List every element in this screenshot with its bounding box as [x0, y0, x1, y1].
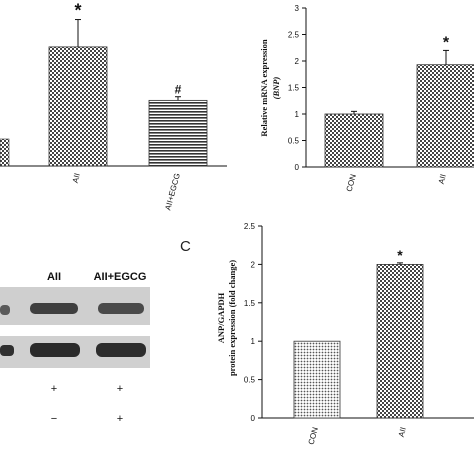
y-tick-label: 0.5: [288, 137, 300, 146]
treatment-sign: +: [117, 413, 123, 425]
significance-marker: *: [443, 34, 450, 51]
y-tick-label: 0.5: [244, 376, 256, 385]
y-tick-label: 1: [295, 110, 300, 119]
y-tick-label: 2.5: [288, 31, 300, 40]
panel-label-c: C: [180, 238, 191, 255]
treatment-sign: +: [117, 383, 123, 395]
significance-marker: *: [74, 1, 81, 21]
chart-panel-c: C 0 0.5 1 1.5 2 2.5 * ANP/GAPDH protein expre…: [180, 222, 474, 446]
blot-band: [0, 305, 10, 315]
category-label-con: CON: [307, 426, 320, 446]
y-tick-label: 2: [251, 260, 256, 269]
treatment-sign: −: [51, 413, 57, 425]
blot-column-label-aii: AII: [47, 271, 61, 283]
bar: [148, 99, 208, 167]
y-axis-label-sub: protein expression (fold change): [227, 260, 237, 376]
category-label-aii-egcg: AII+EGCG: [163, 172, 182, 211]
y-axis-label: ANP/GAPDH: [216, 292, 226, 343]
bar: [416, 64, 474, 168]
chart-panel-top-right: 0 0.5 1 1.5 2 2.5 3 * Relative mRNA expression…: [259, 4, 474, 193]
blot-band: [30, 343, 80, 357]
blot-column-label-aii-egcg: AII+EGCG: [94, 271, 147, 283]
blot-band: [0, 345, 14, 356]
category-label-aii: AII: [71, 172, 82, 184]
treatment-sign: +: [51, 383, 57, 395]
y-tick-label: 3: [295, 4, 300, 13]
y-tick-label: 1: [251, 337, 256, 346]
category-label-aii: AII: [437, 173, 448, 185]
bar: [293, 340, 341, 419]
y-tick-label: 0: [251, 414, 256, 423]
y-tick-label: 1.5: [244, 299, 256, 308]
bar: [376, 263, 424, 419]
y-tick-label: 2.5: [244, 222, 256, 231]
bar: [48, 46, 108, 167]
blot-band: [30, 303, 78, 314]
y-axis-label: Relative mRNA expression: [259, 39, 269, 136]
y-tick-label: 1.5: [288, 84, 300, 93]
chart-panel-top-left: * # AII AII+EGCG: [0, 1, 227, 211]
y-tick-label: 2: [295, 57, 300, 66]
y-axis-label-sub: (BNP): [271, 77, 281, 100]
bar: [324, 113, 384, 168]
category-label-aii: AII: [397, 426, 408, 438]
blot-band: [96, 343, 146, 357]
significance-marker: *: [397, 247, 403, 263]
y-tick-label: 0: [295, 163, 300, 172]
significance-marker: #: [175, 83, 182, 97]
western-blot: AII AII+EGCG + + − +: [0, 271, 150, 425]
category-label-con: CON: [345, 173, 358, 193]
bar-partial: [0, 138, 10, 167]
blot-band: [98, 303, 144, 314]
